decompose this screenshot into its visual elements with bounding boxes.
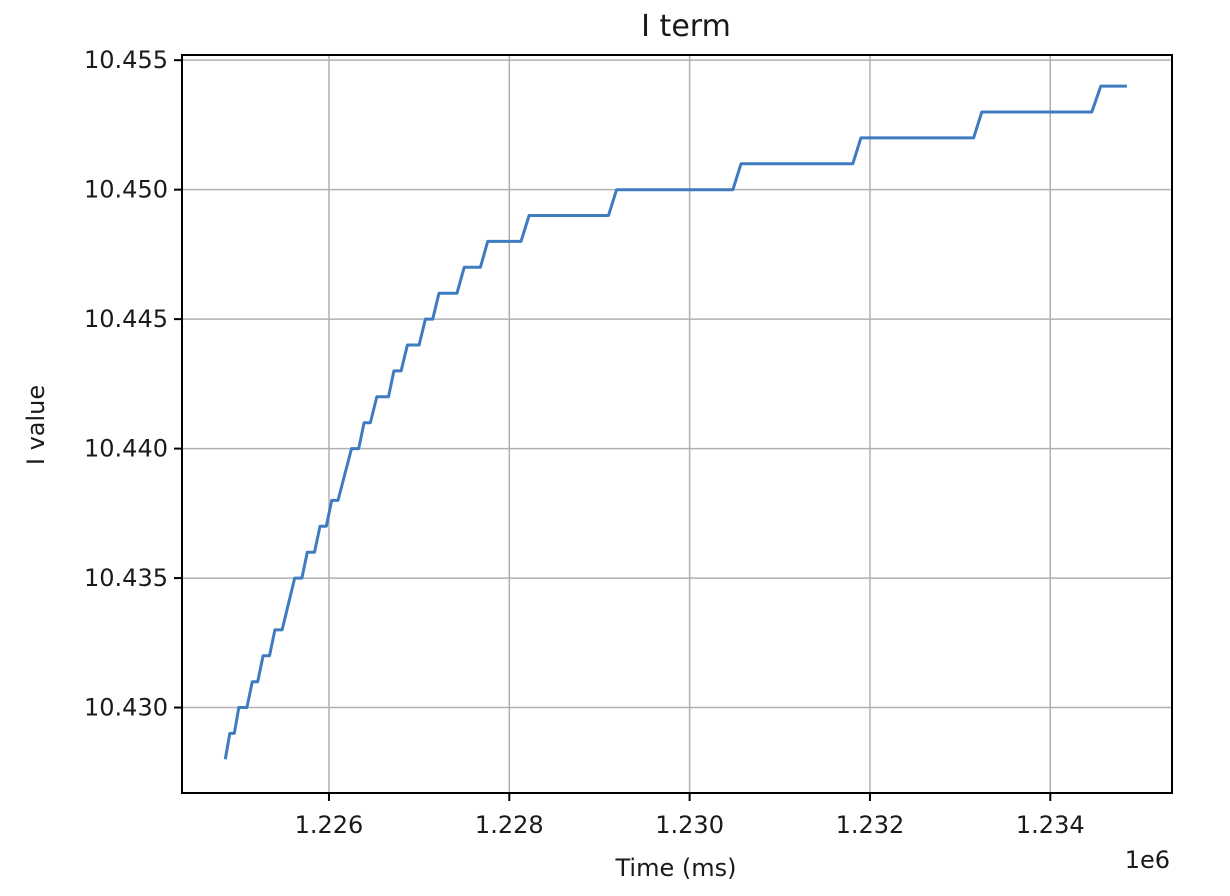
chart-title: I term xyxy=(641,9,731,44)
grid xyxy=(182,55,1172,793)
x-tick-label: 1.230 xyxy=(655,811,724,839)
x-axis-label: Time (ms) xyxy=(615,854,737,882)
y-tick-label: 10.435 xyxy=(84,564,168,592)
series-layer xyxy=(223,84,1127,760)
y-tick-label: 10.430 xyxy=(84,694,168,722)
x-tick-label: 1.232 xyxy=(836,811,905,839)
ticks: 1.226 1.228 1.230 1.232 1.234 10.430 10.435 10.… xyxy=(84,46,1085,839)
x-offset-label: 1e6 xyxy=(1125,846,1170,874)
y-axis-label: I value xyxy=(22,385,50,465)
y-tick-label: 10.440 xyxy=(84,435,168,463)
axes-frame xyxy=(181,54,1173,794)
x-tick-label: 1.234 xyxy=(1016,811,1085,839)
x-tick-label: 1.228 xyxy=(475,811,544,839)
y-tick-label: 10.455 xyxy=(84,46,168,74)
series-line xyxy=(223,84,1127,760)
y-tick-label: 10.445 xyxy=(84,305,168,333)
y-tick-label: 10.450 xyxy=(84,176,168,204)
x-tick-label: 1.226 xyxy=(295,811,364,839)
